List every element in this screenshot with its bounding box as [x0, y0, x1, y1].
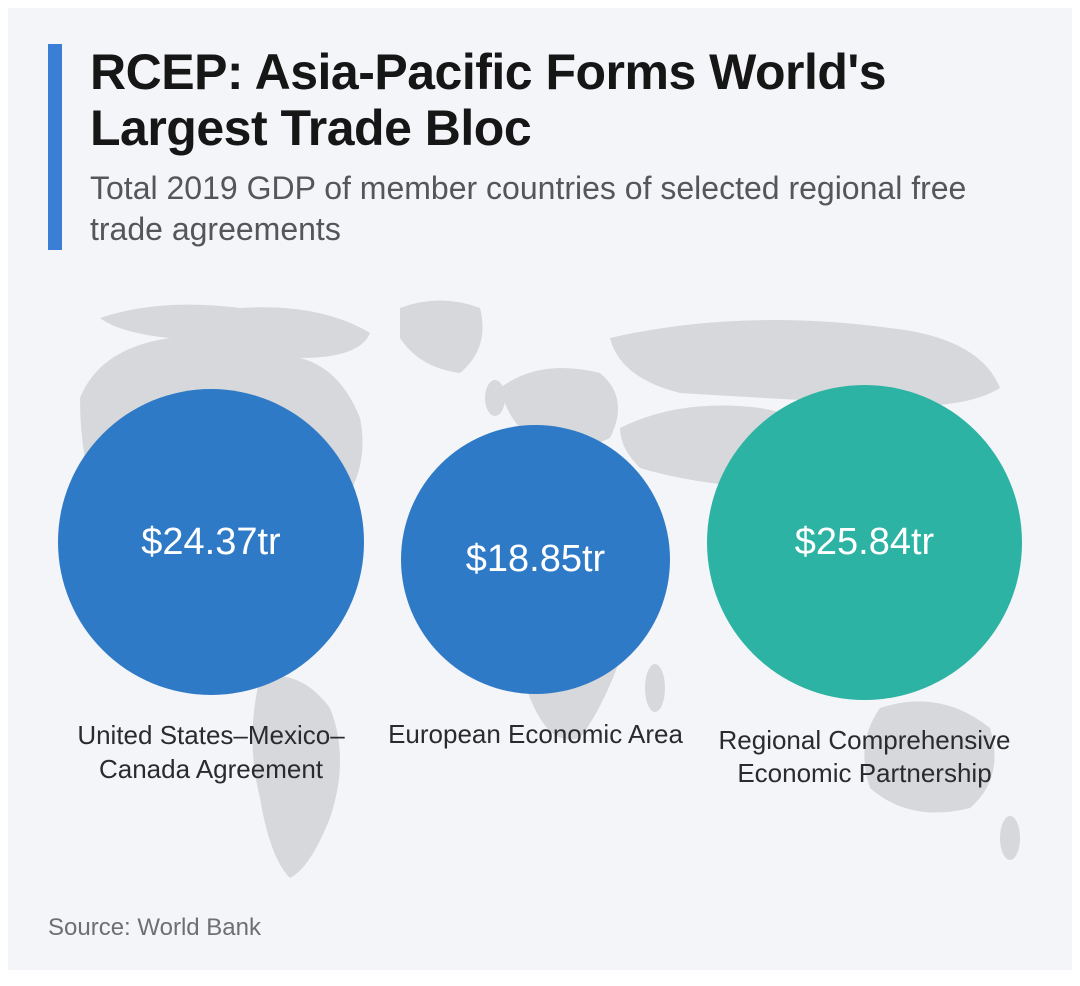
bubble-label: United States–Mexico–Canada Agreement — [61, 719, 361, 787]
infographic-card: RCEP: Asia-Pacific Forms World's Largest… — [8, 8, 1072, 970]
bubble-value: $24.37tr — [141, 521, 280, 564]
source-attribution: Source: World Bank — [48, 914, 261, 942]
bubble-circle-rcep: $25.84tr — [707, 385, 1022, 700]
infographic-title: RCEP: Asia-Pacific Forms World's Largest… — [90, 44, 1032, 156]
bubble-circle-usmca: $24.37tr — [58, 389, 364, 695]
bubble-usmca: $24.37tr United States–Mexico–Canada Agre… — [58, 389, 364, 787]
bubble-eea: $18.85tr European Economic Area — [388, 425, 683, 752]
bubble-row: $24.37tr United States–Mexico–Canada Agre… — [48, 278, 1032, 898]
bubble-circle-eea: $18.85tr — [401, 425, 670, 694]
bubble-label: European Economic Area — [388, 718, 683, 752]
bubble-value: $18.85tr — [466, 538, 605, 581]
visualization-area: $24.37tr United States–Mexico–Canada Agre… — [48, 278, 1032, 898]
bubble-label: Regional Comprehensive Economic Partners… — [714, 724, 1014, 792]
infographic-subtitle: Total 2019 GDP of member countries of se… — [90, 168, 1032, 250]
header-block: RCEP: Asia-Pacific Forms World's Largest… — [48, 44, 1032, 250]
bubble-value: $25.84tr — [795, 521, 934, 564]
bubble-rcep: $25.84tr Regional Comprehensive Economic … — [707, 385, 1022, 792]
